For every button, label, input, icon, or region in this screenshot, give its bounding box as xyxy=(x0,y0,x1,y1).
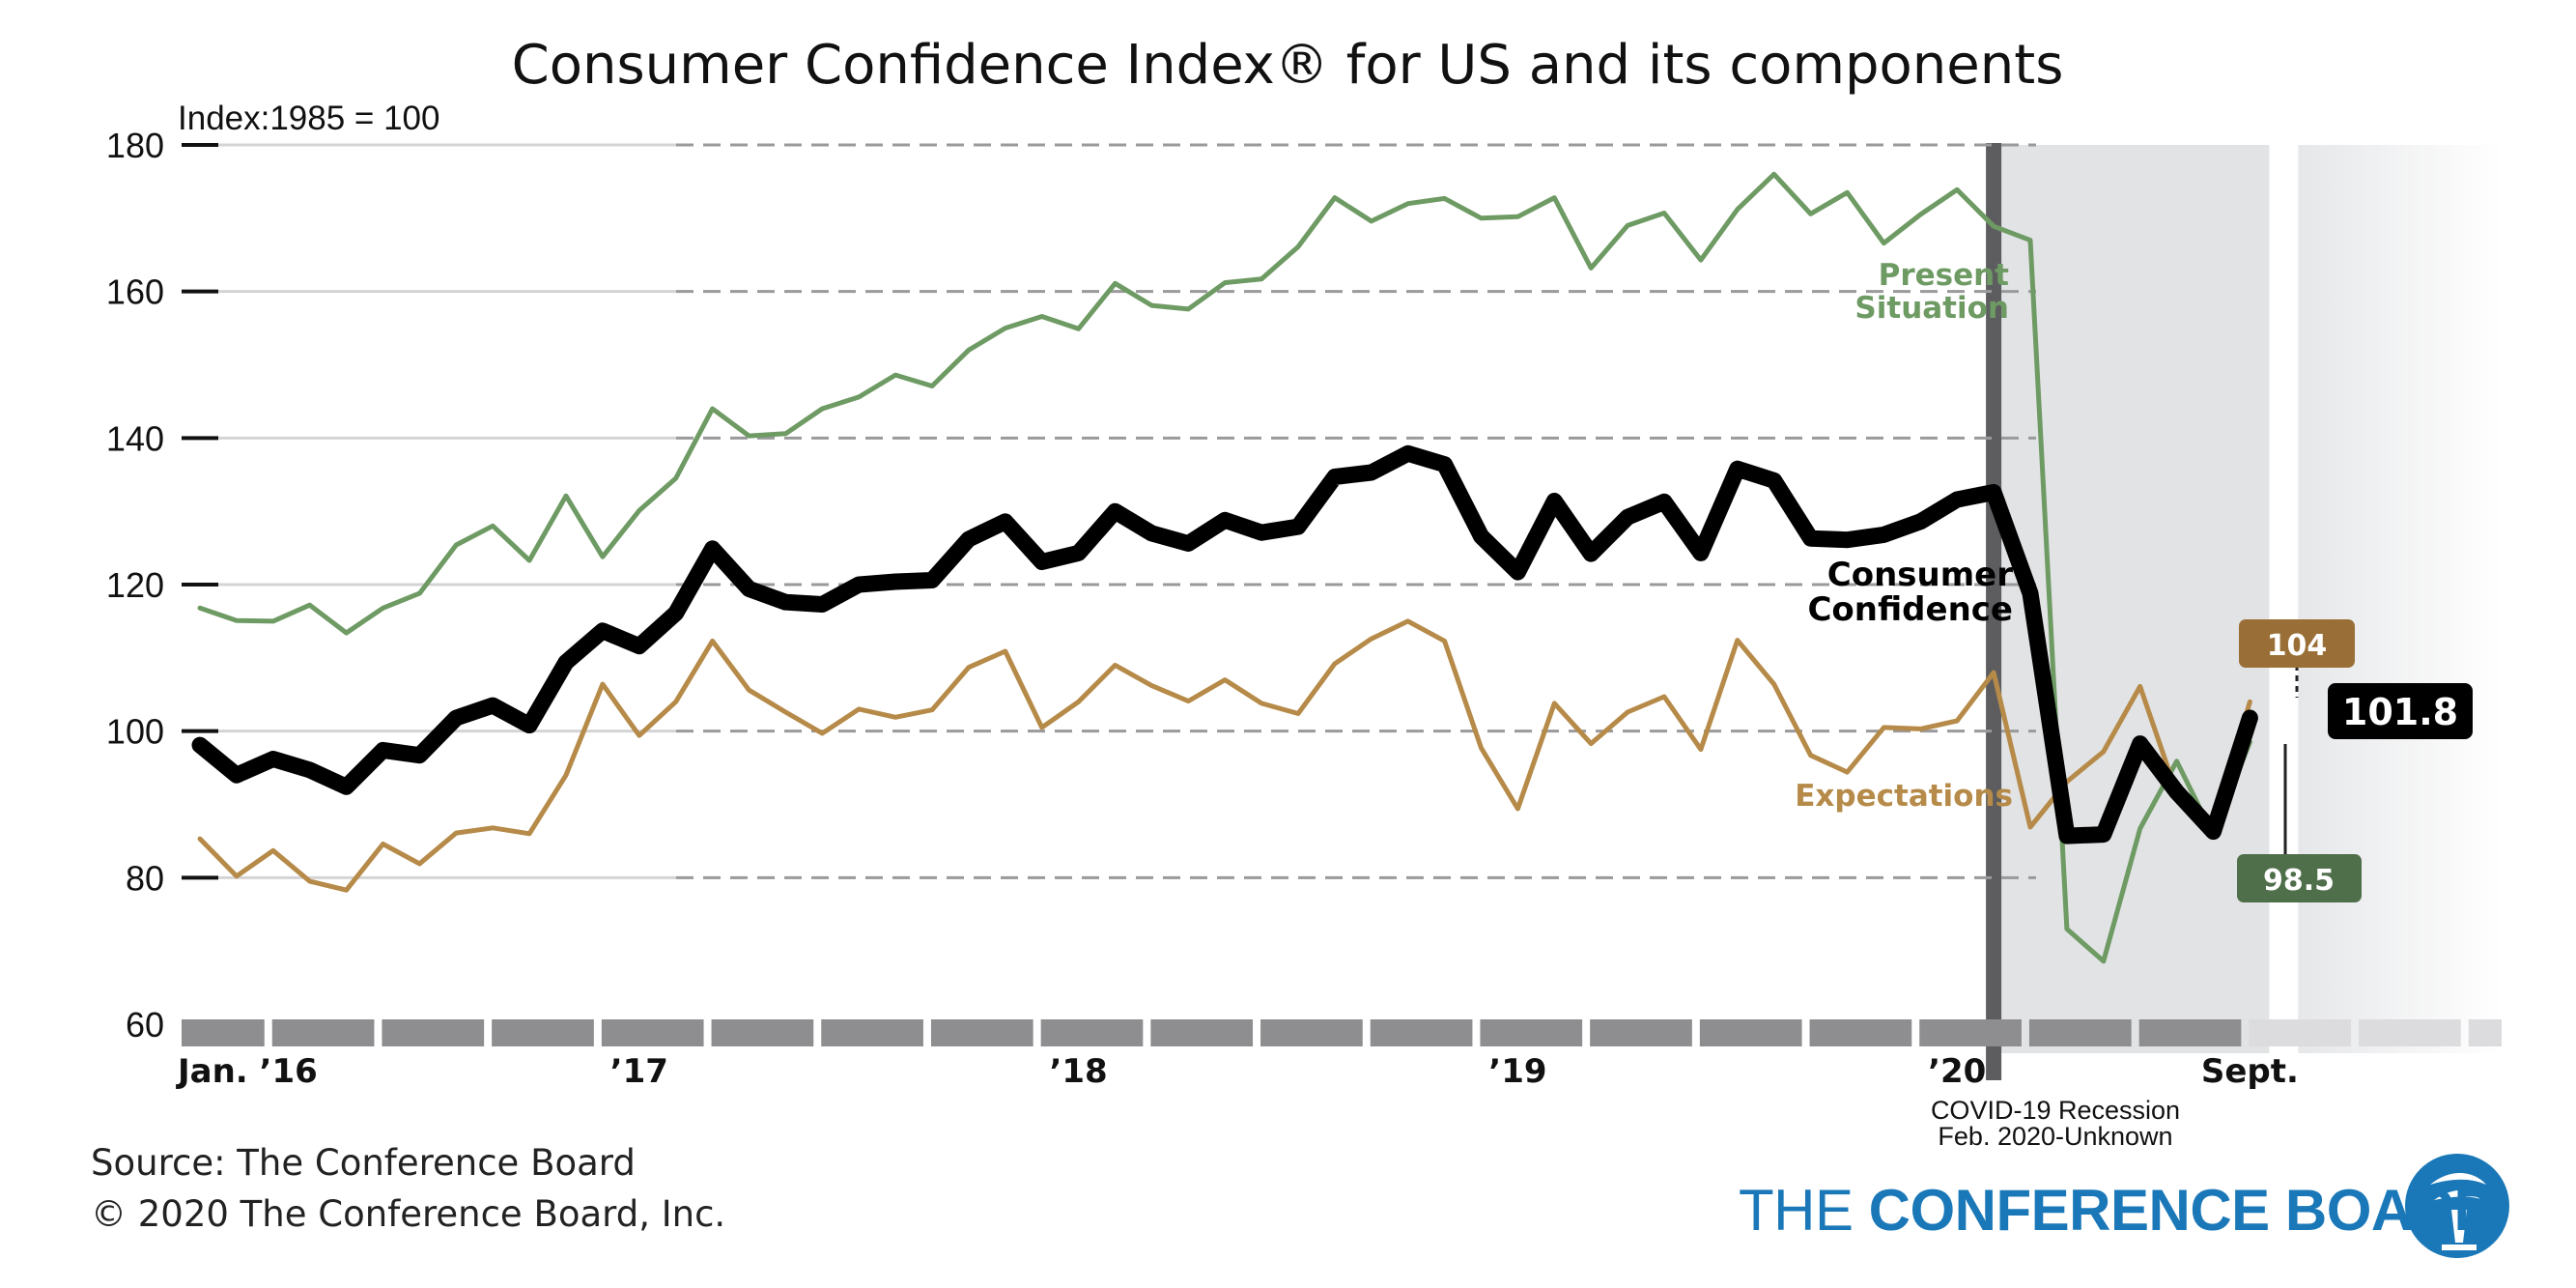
x-axis-segment xyxy=(1809,1019,1912,1046)
x-axis-segment xyxy=(1699,1019,1802,1046)
conference-board-logo-icon xyxy=(2405,1154,2509,1258)
y-axis-ticks: 60 80 100 120 140 160 180 xyxy=(106,126,218,1045)
y-tick-label: 100 xyxy=(106,712,164,752)
y-tick-label: 140 xyxy=(106,418,164,458)
x-axis-segment xyxy=(930,1019,1033,1046)
x-axis-segment xyxy=(711,1019,814,1046)
recession-label-2: Feb. 2020-Unknown xyxy=(1938,1122,2172,1151)
consumer-confidence-label: Consumer xyxy=(1827,556,2013,594)
x-tick-label: Jan. ’16 xyxy=(176,1052,318,1091)
consumer-callout-box xyxy=(2328,683,2473,739)
x-axis-segment xyxy=(1370,1019,1473,1046)
expectations-callout-value: 104 xyxy=(2267,629,2328,663)
series-line-consumer-confidence xyxy=(191,444,2258,844)
present-situation-label: Present xyxy=(1879,258,2010,293)
present-situation-label-2: Situation xyxy=(1854,291,2009,326)
expectations-label: Expectations xyxy=(1795,779,2013,814)
x-tick-label: ’19 xyxy=(1488,1052,1546,1091)
consumer-callout-value: 101.8 xyxy=(2342,691,2458,733)
conference-board-logo: THE CONFERENCE BOARD xyxy=(1739,1177,2496,1244)
y-tick-label: 180 xyxy=(106,126,164,165)
logo-text-light: THE xyxy=(1739,1178,1869,1243)
x-axis-segment xyxy=(1150,1019,1254,1046)
y-tick-label: 160 xyxy=(106,272,164,312)
x-axis-segment xyxy=(2359,1019,2461,1046)
y-tick-label: 60 xyxy=(126,1005,164,1045)
consumer-confidence-label-2: Confidence xyxy=(1807,590,2013,629)
present-callout-box xyxy=(2237,854,2362,902)
x-axis-segment xyxy=(182,1019,265,1046)
series-lines xyxy=(191,171,2258,964)
x-axis-segment xyxy=(1040,1019,1144,1046)
series-labels: Present Situation Consumer Confidence Ex… xyxy=(1795,258,2013,814)
x-axis-segment xyxy=(2028,1019,2132,1046)
present-callout-value: 98.5 xyxy=(2263,864,2335,898)
x-axis-ticks: Jan. ’16 ’17 ’18 ’19 ’20 Sept. xyxy=(176,1052,2299,1091)
x-axis-segment xyxy=(2249,1019,2352,1046)
y-axis-label: Index:1985 = 100 xyxy=(178,100,440,137)
x-axis-segment xyxy=(1590,1019,1692,1046)
x-axis-segment xyxy=(271,1019,375,1046)
recession-shade xyxy=(1994,145,2270,1053)
series-line-present-situation xyxy=(197,171,2252,964)
series-line-expectations xyxy=(197,618,2252,893)
x-axis-segment xyxy=(382,1019,485,1046)
last-value-callouts: 104 98.5 101.8 xyxy=(2237,619,2473,902)
x-tick-label: ’20 xyxy=(1928,1052,1986,1091)
recession-band xyxy=(1986,143,2502,1080)
logo-text-bold: CONFERENCE BOARD xyxy=(1868,1178,2496,1243)
x-axis-segment xyxy=(1260,1019,1363,1046)
y-tick-label: 120 xyxy=(106,565,164,605)
future-shade xyxy=(2298,145,2502,1053)
x-axis-segment xyxy=(492,1019,594,1046)
recession-label: COVID-19 Recession xyxy=(1931,1096,2180,1125)
x-axis-bar xyxy=(182,1019,2502,1046)
x-tick-label: ’17 xyxy=(610,1052,668,1091)
expectations-callout-box xyxy=(2239,619,2355,668)
x-axis-segment xyxy=(1480,1019,1583,1046)
x-axis-segment xyxy=(2468,1019,2502,1046)
x-axis-segment xyxy=(1919,1019,2022,1046)
copyright-note: © 2020 The Conference Board, Inc. xyxy=(91,1193,726,1235)
x-tick-label: ’18 xyxy=(1049,1052,1107,1091)
x-axis-segment xyxy=(821,1019,923,1046)
source-note: Source: The Conference Board xyxy=(91,1142,636,1184)
x-axis-segment xyxy=(2138,1019,2242,1046)
chart-title: Consumer Confidence Index® for US and it… xyxy=(512,34,2064,97)
y-tick-label: 80 xyxy=(126,858,164,898)
x-tick-label: Sept. xyxy=(2201,1052,2299,1091)
x-axis-segment xyxy=(601,1019,704,1046)
